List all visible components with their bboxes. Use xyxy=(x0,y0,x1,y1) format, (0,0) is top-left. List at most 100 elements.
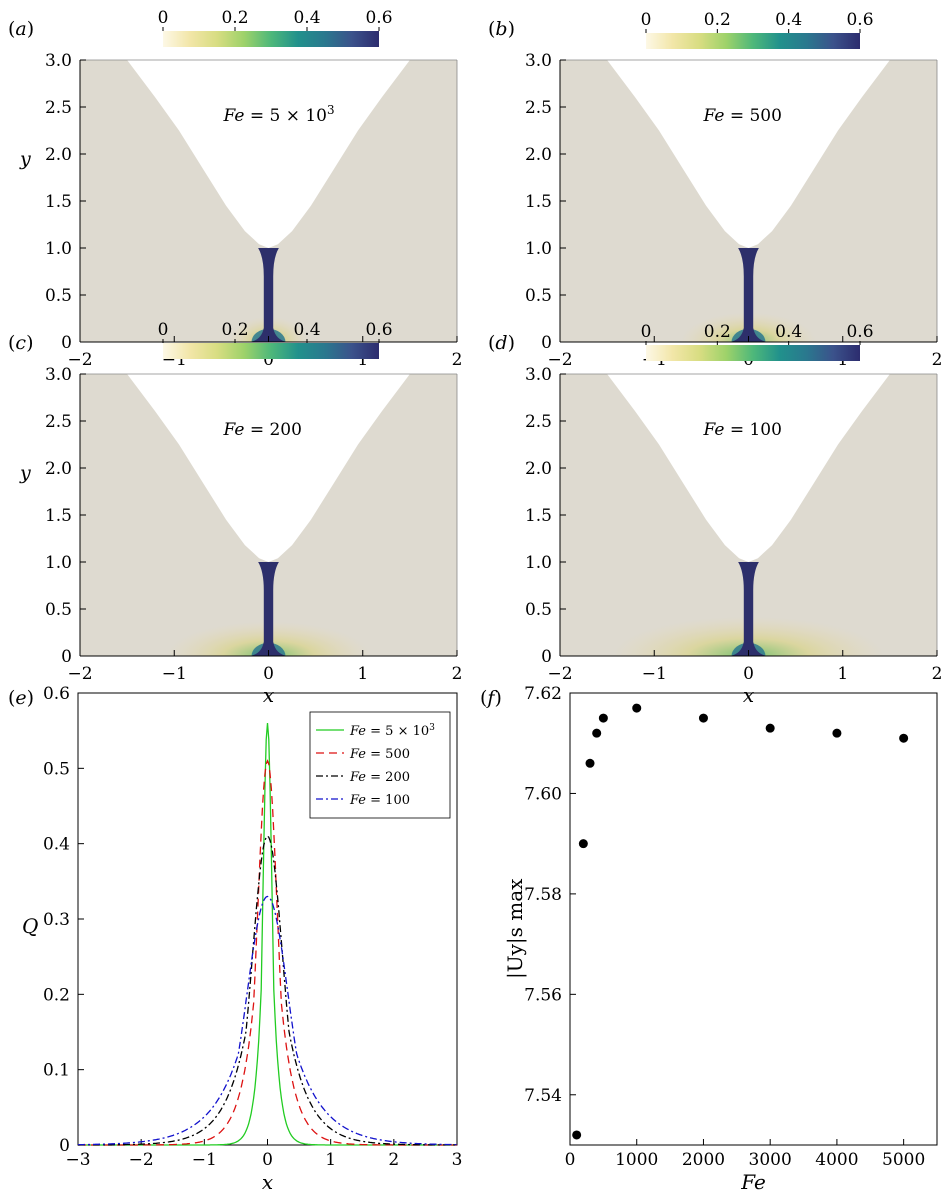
colorbar-tick-label: 0.2 xyxy=(704,322,731,342)
y-tick-label: 2.0 xyxy=(525,145,552,165)
y-tick-label: 0.5 xyxy=(45,600,72,620)
x-tick-label: 2 xyxy=(932,664,943,684)
jet-region xyxy=(729,562,768,656)
plot-frame xyxy=(569,692,938,1146)
y-tick-label: 1.5 xyxy=(45,192,72,212)
y-tick-label: 0 xyxy=(541,647,552,667)
y-tick-label: 0 xyxy=(61,333,72,353)
x-tick-label: 1 xyxy=(837,664,848,684)
colorbar-tick-label: 0.6 xyxy=(365,320,392,340)
y-tick-label: 1.5 xyxy=(525,506,552,526)
x-tick-label: 0 xyxy=(743,664,754,684)
y-tick-label: 0.5 xyxy=(43,759,70,779)
colorbar-tick-label: 0.4 xyxy=(293,8,320,28)
panel-label: (b) xyxy=(488,18,515,40)
y-tick-label: 1.0 xyxy=(525,239,552,259)
x-axis-label: x xyxy=(743,683,754,707)
colorbar-tick-label: 0 xyxy=(158,8,169,28)
colorbar xyxy=(163,31,379,47)
scatter-point xyxy=(632,703,642,713)
scatter-point xyxy=(698,713,708,723)
x-tick-label: −1 xyxy=(642,664,667,684)
y-tick-label: 7.58 xyxy=(524,885,562,905)
y-tick-label: 1.5 xyxy=(45,506,72,526)
colorbar xyxy=(163,343,379,359)
x-tick-label: 2 xyxy=(932,350,943,370)
y-tick-label: 2.0 xyxy=(45,145,72,165)
y-tick-label: 0.5 xyxy=(525,286,552,306)
legend-entry: Fe = 500 xyxy=(349,747,410,762)
x-tick-label: 1 xyxy=(325,1150,336,1170)
x-tick-label: 0 xyxy=(263,350,274,370)
y-tick-label: 0.4 xyxy=(43,835,70,855)
y-tick-label: 7.54 xyxy=(524,1086,562,1106)
x-tick-label: −2 xyxy=(547,350,572,370)
scatter-point xyxy=(598,713,608,723)
colorbar xyxy=(646,33,860,49)
x-tick-label: −2 xyxy=(129,1150,154,1170)
y-axis-label: y xyxy=(19,148,31,170)
series-line-0 xyxy=(78,723,457,1146)
colorbar-tick-label: 0.2 xyxy=(221,8,248,28)
scatter-point xyxy=(832,728,842,738)
x-tick-label: 1 xyxy=(357,664,368,684)
colorbar-tick-label: 0 xyxy=(641,10,652,30)
y-tick-label: 2.5 xyxy=(45,412,72,432)
x-tick-label: 0 xyxy=(565,1150,576,1170)
y-axis-label: |Uy|s max xyxy=(503,878,528,979)
colorbar-tick-label: 0.6 xyxy=(846,322,873,342)
series-line-2 xyxy=(78,835,457,1146)
x-tick-label: 1000 xyxy=(615,1150,658,1170)
scatter-point xyxy=(899,733,909,743)
panel-label: (f) xyxy=(480,687,502,709)
scatter-point xyxy=(572,1130,582,1140)
x-tick-label: 2 xyxy=(452,350,463,370)
fe-annotation: Fe = 100 xyxy=(703,420,782,440)
panel-label: (a) xyxy=(8,18,34,40)
series-line-3 xyxy=(78,895,457,1146)
x-tick-label: 4000 xyxy=(815,1150,858,1170)
y-tick-label: 0.2 xyxy=(43,985,70,1005)
x-tick-label: −2 xyxy=(67,350,92,370)
x-axis-label: Fe xyxy=(740,1170,766,1193)
y-tick-label: 0.1 xyxy=(43,1061,70,1081)
x-axis-label: x xyxy=(263,683,274,707)
y-tick-label: 2.0 xyxy=(525,459,552,479)
x-axis-label: x xyxy=(262,1170,273,1193)
legend-entry: Fe = 100 xyxy=(349,793,410,808)
heatmap-panel-d: −2 −1 0 1 2 0 0.5 1.0 1.5 2.0 2.5 3.0 x (d) Fe = 100 0 0… xyxy=(488,322,942,707)
x-tick-label: 0 xyxy=(263,664,274,684)
y-tick-label: 7.60 xyxy=(524,784,562,804)
colorbar-tick-label: 0 xyxy=(158,320,169,340)
colorbar xyxy=(646,345,860,361)
x-tick-label: 2000 xyxy=(682,1150,725,1170)
colorbar-tick-label: 0.6 xyxy=(846,10,873,30)
concentration-field xyxy=(127,60,410,342)
y-tick-label: 2.5 xyxy=(525,412,552,432)
y-tick-label: 1.0 xyxy=(525,553,552,573)
y-tick-label: 2.5 xyxy=(525,98,552,118)
concentration-field xyxy=(607,374,890,656)
y-tick-label: 0 xyxy=(59,1136,70,1156)
panel-label: (e) xyxy=(8,687,34,709)
heatmap-panel-c: −2 −1 0 1 2 0 0.5 1.0 1.5 2.0 2.5 3.0 y x (c) Fe = 200 0… xyxy=(8,320,462,707)
bubble-region xyxy=(607,374,890,562)
x-tick-label: −3 xyxy=(65,1150,90,1170)
y-axis-label: y xyxy=(19,462,31,484)
scatter-point xyxy=(592,728,602,738)
colorbar-tick-label: 0 xyxy=(641,322,652,342)
panel-label: (c) xyxy=(8,332,34,354)
y-tick-label: 0.5 xyxy=(45,286,72,306)
y-tick-label: 1.0 xyxy=(45,239,72,259)
x-tick-label: 5000 xyxy=(882,1150,925,1170)
y-tick-label: 0 xyxy=(541,333,552,353)
line-panel-e: −3 −2 −1 0 1 2 3 0 0.1 0.2 0.3 0.4 0.5 0.6 Qx (e) Fe = 5… xyxy=(8,684,462,1193)
y-tick-label: 3.0 xyxy=(45,365,72,385)
x-tick-label: 2 xyxy=(388,1150,399,1170)
colorbar-tick-label: 0.4 xyxy=(775,322,802,342)
bubble-region xyxy=(127,374,410,562)
y-tick-label: 0.5 xyxy=(525,600,552,620)
x-tick-label: 2 xyxy=(452,664,463,684)
colorbar-tick-label: 0.2 xyxy=(221,320,248,340)
